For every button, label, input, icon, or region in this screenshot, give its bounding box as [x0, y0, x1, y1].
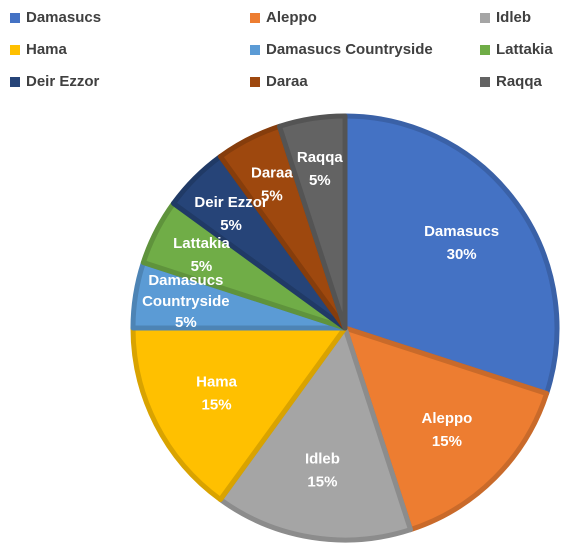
data-label-category: Lattakia	[173, 235, 230, 252]
data-label-value: 5%	[309, 172, 331, 189]
data-label: Lattakia 5%	[173, 235, 230, 275]
data-label-value: 30%	[447, 246, 477, 263]
data-label: Damasucs 30%	[424, 223, 499, 263]
data-label: Deir Ezzor 5%	[194, 194, 268, 234]
legend-swatch	[480, 13, 490, 23]
legend-swatch	[480, 77, 490, 87]
legend-swatch	[250, 13, 260, 23]
data-label: Damasucs Countryside 5%	[142, 272, 230, 331]
data-label-category: Damasucs Countryside	[142, 272, 230, 310]
legend-label: Hama	[26, 41, 68, 58]
data-label-value: 15%	[202, 396, 232, 413]
data-label: Aleppo 15%	[422, 410, 473, 450]
legend-swatch	[10, 45, 20, 55]
data-label-value: 15%	[432, 433, 462, 450]
legend-label: Deir Ezzor	[26, 73, 100, 90]
data-label-category: Idleb	[305, 450, 340, 467]
data-label-category: Aleppo	[422, 410, 473, 427]
pie-slice	[276, 113, 348, 331]
data-label: Hama 15%	[196, 373, 238, 413]
legend-label: Damasucs Countryside	[266, 41, 433, 58]
legend-swatch	[10, 13, 20, 23]
data-label-value: 5%	[261, 187, 283, 204]
pie-slice	[130, 325, 348, 503]
data-label-category: Daraa	[251, 164, 293, 181]
data-label: Raqqa 5%	[297, 149, 344, 189]
pie-slice	[217, 325, 414, 543]
data-label-category: Deir Ezzor	[194, 194, 268, 211]
legend-label: Idleb	[496, 9, 531, 26]
legend-label: Aleppo	[266, 9, 317, 26]
data-label-category: Damasucs	[424, 223, 499, 240]
legend-swatch	[250, 45, 260, 55]
legend-label: Lattakia	[496, 41, 553, 58]
data-label-value: 5%	[191, 258, 213, 275]
data-label-line: Countryside	[142, 293, 230, 310]
data-label-category: Hama	[196, 373, 238, 390]
data-label: Idleb 15%	[305, 450, 340, 490]
legend-swatch	[480, 45, 490, 55]
data-label-value: 15%	[307, 473, 337, 490]
legend-label: Raqqa	[496, 73, 543, 90]
legend-swatch	[250, 77, 260, 87]
legend-swatch	[10, 77, 20, 87]
legend-label: Damasucs	[26, 9, 101, 26]
pie-slice	[342, 113, 560, 397]
data-label-line: Damasucs	[148, 272, 223, 289]
data-label-value: 5%	[175, 314, 197, 331]
data-label-value: 5%	[220, 217, 242, 234]
legend-label: Daraa	[266, 73, 308, 90]
data-label-category: Raqqa	[297, 149, 344, 166]
data-label: Daraa 5%	[251, 164, 293, 204]
